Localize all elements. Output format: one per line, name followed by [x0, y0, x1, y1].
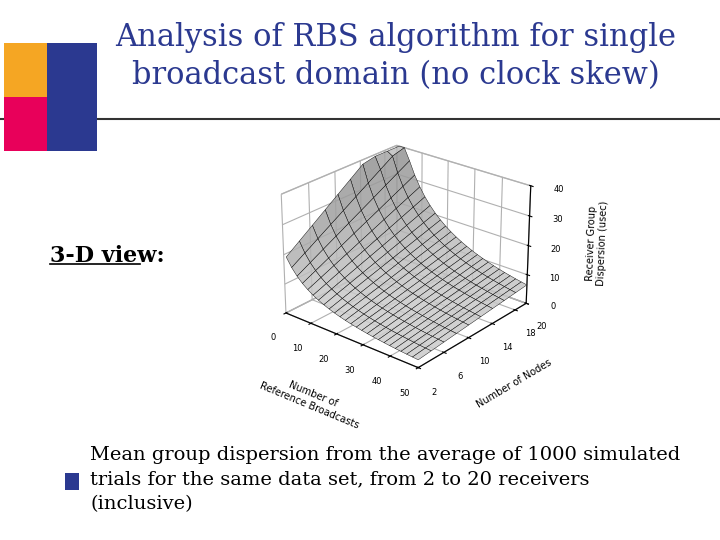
Text: 3-D view:: 3-D view: — [50, 246, 165, 267]
Text: Analysis of RBS algorithm for single
broadcast domain (no clock skew): Analysis of RBS algorithm for single bro… — [115, 22, 677, 91]
Y-axis label: Number of Nodes: Number of Nodes — [475, 357, 554, 410]
X-axis label: Number of
Reference Broadcasts: Number of Reference Broadcasts — [258, 369, 364, 430]
Text: Mean group dispersion from the average of 1000 simulated
trials for the same dat: Mean group dispersion from the average o… — [90, 446, 680, 514]
